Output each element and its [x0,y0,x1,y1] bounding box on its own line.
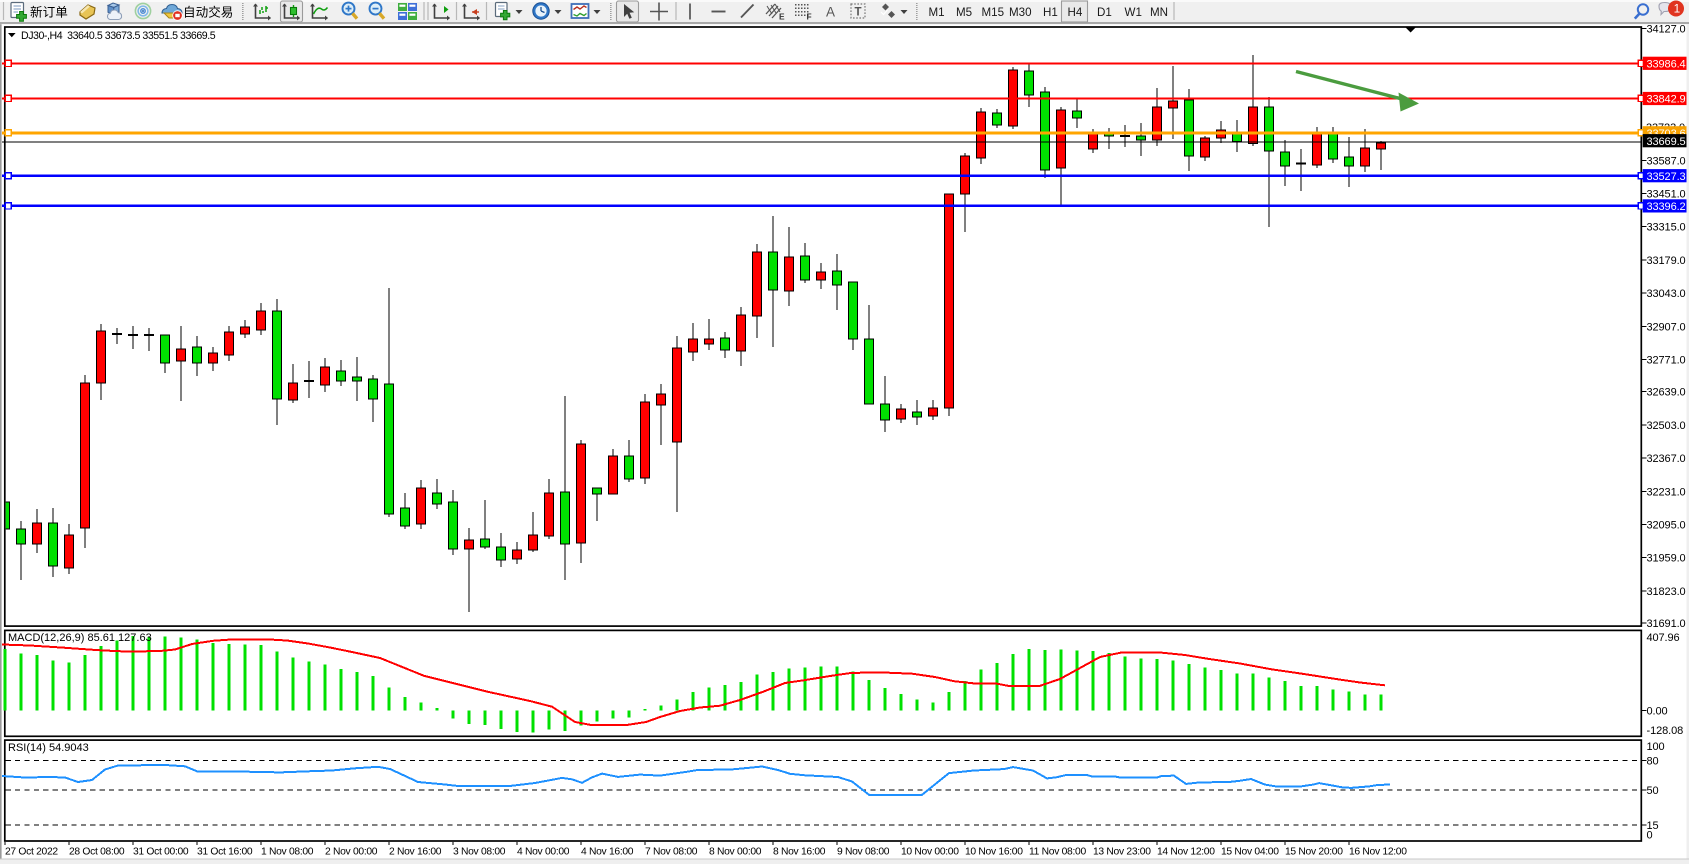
svg-text:33587.0: 33587.0 [1647,155,1686,167]
svg-text:2 Nov 00:00: 2 Nov 00:00 [325,847,378,858]
svg-text:15 Nov 04:00: 15 Nov 04:00 [1221,847,1279,858]
svg-text:10 Nov 16:00: 10 Nov 16:00 [965,847,1023,858]
svg-text:32367.0: 32367.0 [1647,453,1686,465]
svg-text:31823.0: 31823.0 [1647,586,1686,598]
svg-text:16 Nov 12:00: 16 Nov 12:00 [1349,847,1407,858]
svg-text:9 Nov 08:00: 9 Nov 08:00 [837,847,890,858]
svg-text:M15: M15 [982,6,1005,19]
svg-text:50: 50 [1647,785,1659,797]
svg-text:3 Nov 08:00: 3 Nov 08:00 [453,847,506,858]
svg-text:T: T [855,7,862,19]
svg-text:31691.0: 31691.0 [1647,618,1686,630]
svg-text:33986.4: 33986.4 [1647,59,1686,71]
svg-text:E: E [779,12,785,22]
svg-text:33043.0: 33043.0 [1647,288,1686,300]
svg-text:33669.5: 33669.5 [1647,136,1686,148]
svg-text:W1: W1 [1125,6,1142,19]
svg-text:33527.3: 33527.3 [1647,171,1686,183]
svg-text:15: 15 [1647,820,1659,832]
svg-text:31 Oct 16:00: 31 Oct 16:00 [197,847,253,858]
svg-text:M1: M1 [929,6,945,19]
svg-text:0: 0 [1647,830,1653,842]
svg-text:H4: H4 [1068,6,1083,19]
svg-text:MN: MN [1150,6,1168,19]
svg-text:33451.0: 33451.0 [1647,189,1686,201]
svg-text:10 Nov 00:00: 10 Nov 00:00 [901,847,959,858]
svg-text:自动交易: 自动交易 [183,5,233,20]
svg-text:33179.0: 33179.0 [1647,255,1686,267]
svg-text:31959.0: 31959.0 [1647,553,1686,565]
svg-text:13 Nov 23:00: 13 Nov 23:00 [1093,847,1151,858]
svg-text:28 Oct 08:00: 28 Oct 08:00 [69,847,125,858]
svg-text:32771.0: 32771.0 [1647,355,1686,367]
svg-text:H1: H1 [1043,6,1058,19]
svg-text:32231.0: 32231.0 [1647,486,1686,498]
svg-text:2 Nov 16:00: 2 Nov 16:00 [389,847,442,858]
svg-text:RSI(14) 54.9043: RSI(14) 54.9043 [8,742,89,754]
svg-text:33396.2: 33396.2 [1647,201,1686,213]
svg-text:4 Nov 00:00: 4 Nov 00:00 [517,847,570,858]
svg-text:27 Oct 2022: 27 Oct 2022 [5,847,58,858]
svg-text:407.96: 407.96 [1647,632,1680,644]
svg-text:33842.9: 33842.9 [1647,94,1686,106]
svg-text:32095.0: 32095.0 [1647,520,1686,532]
svg-text:F: F [807,12,812,22]
svg-text:M5: M5 [956,6,972,19]
svg-text:100: 100 [1647,741,1665,753]
svg-text:1 Nov 08:00: 1 Nov 08:00 [261,847,314,858]
svg-text:15 Nov 20:00: 15 Nov 20:00 [1285,847,1343,858]
svg-text:80: 80 [1647,756,1659,768]
svg-text:D1: D1 [1097,6,1112,19]
svg-text:8 Nov 16:00: 8 Nov 16:00 [773,847,826,858]
svg-text:33315.0: 33315.0 [1647,222,1686,234]
svg-text:新订单: 新订单 [30,5,68,20]
svg-text:8 Nov 00:00: 8 Nov 00:00 [709,847,762,858]
svg-text:A: A [826,5,835,20]
svg-text:32639.0: 32639.0 [1647,387,1686,399]
svg-text:11 Nov 08:00: 11 Nov 08:00 [1029,847,1086,858]
svg-text:7 Nov 08:00: 7 Nov 08:00 [645,847,698,858]
svg-text:0.00: 0.00 [1647,705,1668,717]
svg-text:32503.0: 32503.0 [1647,420,1686,432]
svg-text:-128.08: -128.08 [1647,725,1684,737]
svg-text:1: 1 [1674,2,1681,16]
svg-text:32907.0: 32907.0 [1647,321,1686,333]
svg-text:MACD(12,26,9) 85.61 127.63: MACD(12,26,9) 85.61 127.63 [8,632,152,644]
svg-text:M30: M30 [1009,6,1032,19]
svg-text:34127.0: 34127.0 [1647,24,1686,36]
svg-text:4 Nov 16:00: 4 Nov 16:00 [581,847,634,858]
svg-text:DJ30-,H4 33640.5 33673.5 3355: DJ30-,H4 33640.5 33673.5 33551.5 33669.5 [21,30,216,42]
svg-text:14 Nov 12:00: 14 Nov 12:00 [1157,847,1215,858]
svg-text:31 Oct 00:00: 31 Oct 00:00 [133,847,189,858]
